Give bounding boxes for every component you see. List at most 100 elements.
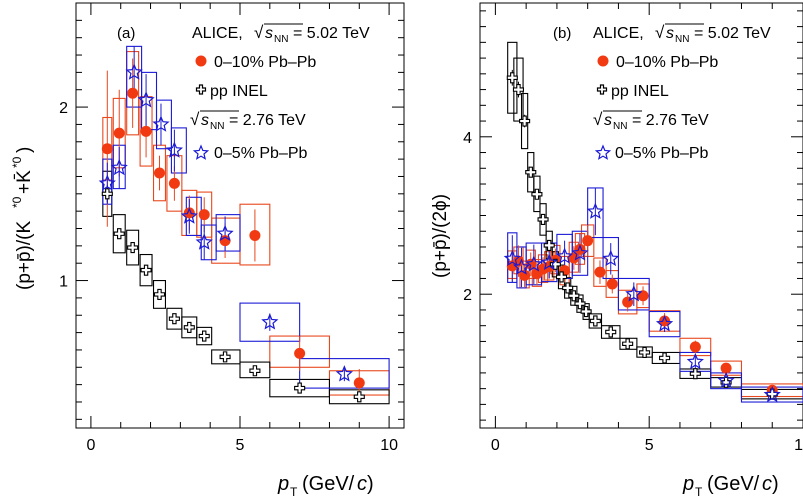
data-point-pp [183, 321, 195, 333]
data-point-pbpb-5020 [519, 269, 531, 281]
svg-text:): ) [367, 473, 374, 495]
syst-box [126, 229, 140, 266]
data-point-pp [562, 282, 574, 294]
ylabel-b: (p+p̄)/(2ϕ) [430, 194, 451, 278]
data-point-pbpb-2760 [165, 141, 184, 158]
svg-text:= 2.76 TeV: = 2.76 TeV [229, 112, 306, 129]
syst-box [155, 99, 172, 150]
data-point-pbpb-5020 [219, 235, 231, 247]
svg-text:NN: NN [613, 121, 627, 132]
data-point-pbpb-5020 [606, 278, 618, 290]
xlabel-a: p T (GeV/ c ) [277, 473, 374, 499]
data-point-pp [153, 288, 166, 300]
svg-text:s: s [666, 25, 674, 42]
panel-label-a: (a) [117, 25, 135, 42]
data-point-pbpb-2760 [540, 253, 558, 271]
panel-b: 0 5 10 2 4 (b) ALICE, √ s NN = 5.02 TeV 0–10… [430, 2, 803, 499]
data-point-pbpb-2760 [717, 371, 735, 389]
svg-text:√: √ [655, 23, 665, 42]
data-point-pbpb-2760 [512, 258, 531, 275]
syst-box [112, 214, 126, 254]
data-point-pbpb-2760 [125, 63, 143, 80]
data-point-pbpb-5020 [720, 362, 732, 374]
data-point-pp [113, 228, 125, 240]
data-point-pp [659, 352, 671, 364]
data-point-pp [555, 271, 568, 283]
legend-marker-pbpb-2760-b [594, 144, 612, 160]
ticks-b: 0 5 10 2 4 [463, 3, 803, 454]
svg-text:p: p [277, 473, 289, 495]
svg-text:= 2.76 TeV: = 2.76 TeV [632, 112, 709, 129]
data-point-pp [537, 213, 549, 225]
data-point-pbpb-5020 [659, 315, 671, 327]
syst-box [299, 358, 390, 389]
svg-text:(p+p̄)/(2ϕ): (p+p̄)/(2ϕ) [430, 194, 451, 278]
syst-box [211, 349, 241, 365]
data-point-pbpb-5020 [622, 296, 634, 308]
ticks-a: 0 5 10 1 2 [59, 2, 404, 454]
data-point-pbpb-5020 [353, 377, 365, 389]
syst-box [602, 236, 619, 280]
data-point-pbpb-2760 [335, 365, 353, 382]
data-point-pbpb-2760 [261, 313, 279, 330]
legend-experiment-b: ALICE, √ s NN = 5.02 TeV [593, 23, 771, 45]
data-point-pbpb-2760 [195, 233, 213, 250]
legend-energy2-a: √ s NN = 2.76 TeV [190, 110, 306, 132]
data-point-pp [574, 298, 586, 310]
syst-box [648, 310, 681, 338]
x-tick-label: 0 [491, 437, 500, 454]
data-point-pbpb-5020 [113, 127, 125, 139]
data-point-pp [525, 166, 537, 178]
legend-label-pbpb-5020-a: 0–10% Pb–Pb [214, 54, 316, 71]
data-point-pp [531, 188, 543, 200]
svg-text:√: √ [593, 110, 603, 129]
panel-label-b: (b) [553, 25, 571, 42]
data-point-pp [639, 346, 651, 358]
svg-text:T: T [290, 485, 298, 499]
syst-box [152, 280, 167, 309]
data-point-pp [294, 382, 306, 394]
ylabel-a: (p+p̄)/(K *0 +K̄ *0 ) [10, 147, 35, 290]
syst-box [170, 127, 187, 174]
svg-text:NN: NN [210, 121, 224, 132]
svg-text:√: √ [254, 23, 264, 42]
data-point-pbpb-2760 [555, 247, 574, 264]
data-point-pbpb-2760 [152, 115, 170, 132]
svg-text:c: c [357, 473, 367, 495]
data-point-pbpb-2760 [763, 385, 781, 403]
legend-marker-pbpb-5020-b [597, 55, 609, 67]
data-point-pbpb-5020 [582, 235, 594, 247]
data-point-pp [605, 326, 617, 338]
data-point-pbpb-5020 [101, 143, 113, 155]
data-point-pbpb-2760 [137, 91, 155, 108]
svg-text:(GeV/: (GeV/ [707, 473, 760, 495]
legend-label-pp-a: pp INEL [210, 83, 268, 100]
data-point-pbpb-5020 [140, 125, 152, 137]
data-point-pbpb-5020 [198, 209, 210, 221]
data-point-pbpb-2760 [602, 249, 620, 267]
x-tick-label: 10 [380, 437, 398, 454]
data-point-pbpb-5020 [168, 177, 180, 189]
data-point-pbpb-2760 [686, 352, 704, 370]
svg-text:ALICE,: ALICE, [593, 25, 644, 42]
y-tick-label: 2 [59, 100, 68, 117]
svg-text:(p+p̄)/(K: (p+p̄)/(K [14, 221, 35, 290]
markers-b [503, 72, 781, 403]
legend-b: ALICE, √ s NN = 5.02 TeV 0–10% Pb–Pb pp … [593, 23, 771, 162]
data-point-pbpb-5020 [294, 347, 306, 359]
data-point-pp [219, 351, 231, 363]
data-point-pbpb-5020 [249, 229, 261, 241]
data-point-pbpb-2760 [110, 158, 128, 176]
svg-text:*0: *0 [10, 196, 24, 208]
panel-a: 0 5 10 1 2 (a) ALICE, √ s NN = 5.02 TeV 0–10… [10, 2, 405, 499]
legend-label-pbpb-5020-b: 0–10% Pb–Pb [616, 54, 718, 71]
legend-marker-pbpb-2760-a [192, 144, 210, 160]
legend-energy2-b: √ s NN = 2.76 TeV [593, 110, 709, 132]
x-tick-label: 0 [86, 437, 95, 454]
syst-box [239, 361, 271, 379]
svg-text:*0: *0 [10, 156, 24, 168]
svg-text:+K̄: +K̄ [14, 170, 35, 194]
svg-text:T: T [695, 485, 703, 499]
svg-text:): ) [772, 473, 779, 495]
